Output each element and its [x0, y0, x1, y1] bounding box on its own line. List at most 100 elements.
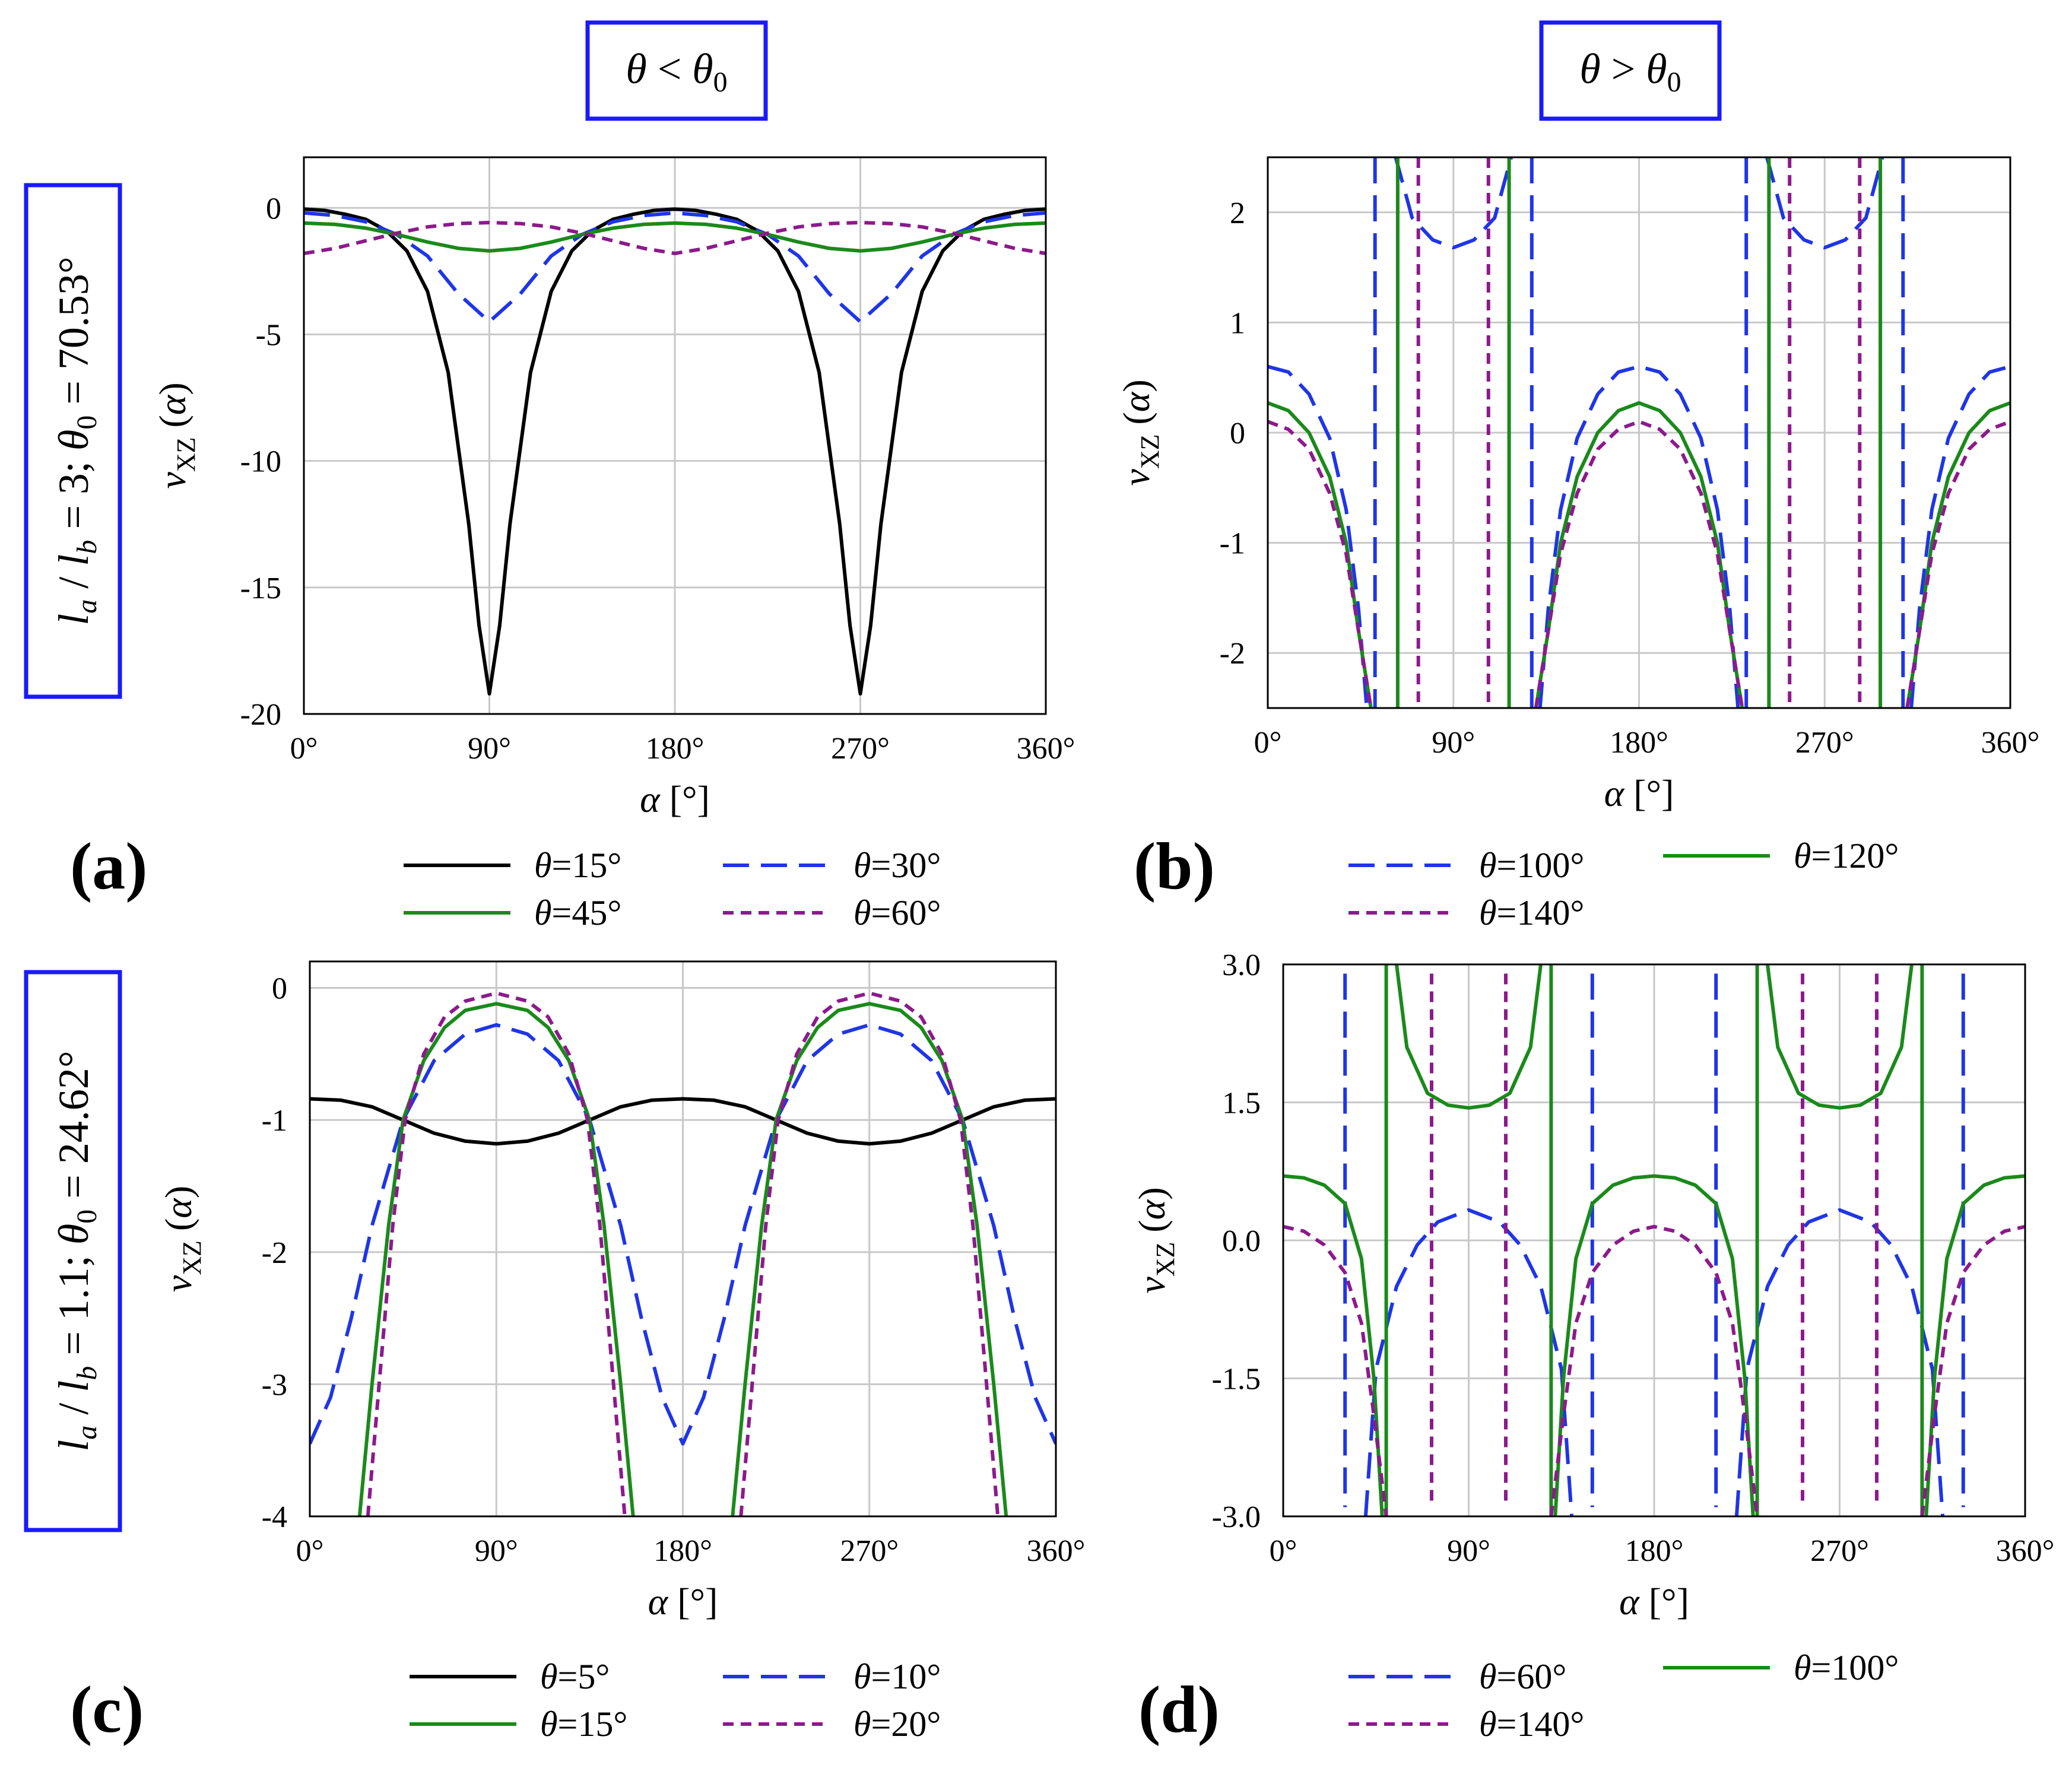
series-θ=100°-line-seg0 [1268, 364, 1369, 708]
series-θ=140°-line-seg6 [1920, 1224, 2025, 1516]
row-header-top-text: la / lb = 3; θ0 = 70.53° [50, 256, 103, 625]
series-group [310, 991, 1056, 1516]
y-tick-label: -15 [240, 572, 281, 605]
x-tick-label: 180° [1610, 726, 1668, 760]
series-θ=20°-line-seg0 [366, 991, 627, 1516]
x-tick-label: 360° [1027, 1534, 1086, 1568]
series-θ=140°-line-seg3 [1549, 1224, 1759, 1516]
panel-b: 0° 90° 180° 270° 360° 2 1 0 -1 -2 α [°] vXZ (α) [1115, 156, 2039, 814]
series-θ=100°-line-seg6 [1765, 157, 1884, 250]
legend-label: θ=20° [853, 1704, 941, 1744]
row-header-bottom-box [24, 970, 122, 1532]
series-θ=60°-line-seg4 [1734, 1208, 1945, 1516]
column-header-right-box [1539, 20, 1722, 121]
legend-c: θ=5° θ=10° θ=15° θ=20° [410, 1657, 941, 1744]
x-tick-label: 0° [296, 1534, 324, 1568]
panel-label-b: (b) [1134, 830, 1215, 903]
panel-label-a: (a) [70, 830, 148, 903]
legend-item-15deg: θ=15° [410, 1704, 627, 1744]
legend-item-30deg: θ=30° [723, 846, 941, 885]
panel-d: 0° 90° 180° 270° 360° 3.0 1.5 0.0 -1.5 -3.0 α [°] v… [1131, 948, 2054, 1623]
y-tick-label: -1 [262, 1104, 287, 1138]
legend-item-15deg: θ=15° [404, 846, 621, 885]
legend-label: θ=60° [1479, 1657, 1566, 1696]
legend-item-120deg: θ=120° [1663, 836, 1899, 875]
legend-label: θ=140° [1479, 1704, 1584, 1744]
series-θ=60°-line [304, 221, 1046, 255]
y-axis-label: vXZ (α) [1115, 379, 1164, 485]
series-θ=140°-line-seg0 [1283, 1224, 1388, 1516]
y-axis-label: vXZ (α) [1131, 1187, 1180, 1293]
series-group [1283, 964, 2025, 1516]
legend-item-5deg: θ=5° [410, 1657, 610, 1696]
legend-label: θ=140° [1479, 893, 1584, 932]
panel-c: 0° 90° 180° 270° 360° 0 -1 -2 -3 -4 α [°] vXZ (α) [157, 960, 1086, 1623]
x-tick-label: 270° [831, 732, 890, 766]
legend-b: θ=100° θ=120° θ=140° [1348, 836, 1899, 932]
series-group [1268, 157, 2010, 708]
legend-item-140deg: θ=140° [1348, 893, 1584, 932]
legend-label: θ=45° [534, 893, 621, 932]
series-θ=120°-line-seg6 [1905, 401, 2010, 708]
series-θ=15°-line-seg1 [731, 1002, 1008, 1516]
series-θ=15°-line [304, 207, 1046, 696]
legend-item-45deg: θ=45° [404, 893, 621, 932]
y-tick-label: 0 [1230, 417, 1245, 450]
legend-label: θ=100° [1794, 1648, 1899, 1687]
column-header-left-box [585, 20, 768, 121]
y-tick-label: 2 [1230, 196, 1245, 230]
series-θ=100°-line-seg2 [1395, 964, 1543, 1110]
x-tick-label: 90° [1447, 1534, 1490, 1568]
x-tick-label: 0° [1270, 1534, 1297, 1568]
series-group [304, 207, 1046, 696]
plot-frame [1282, 963, 2026, 1518]
column-header-left-text: θ < θ0 [626, 45, 727, 98]
x-tick-label: 180° [646, 732, 705, 766]
legend-label: θ=100° [1479, 846, 1584, 885]
legend-item-100deg: θ=100° [1348, 846, 1584, 885]
panel-label-d: (d) [1138, 1673, 1220, 1747]
y-tick-label: -3 [262, 1368, 287, 1402]
legend-item-60deg: θ=60° [1348, 1657, 1566, 1696]
y-tick-label: 1 [1230, 306, 1245, 340]
legend-item-100deg: θ=100° [1663, 1648, 1899, 1687]
column-header-left: θ < θ0 [585, 20, 768, 121]
x-tick-label: 360° [1996, 1534, 2055, 1568]
series-θ=30°-line [304, 211, 1046, 324]
y-tick-label: -2 [262, 1236, 287, 1270]
row-header-top-box [24, 183, 122, 699]
series-θ=100°-line-seg8 [1924, 1174, 2025, 1516]
x-tick-label: 0° [290, 732, 318, 766]
x-tick-label: 180° [1625, 1534, 1684, 1568]
x-axis-label: α [°] [1619, 1580, 1689, 1623]
legend-d: θ=60° θ=100° θ=140° [1348, 1648, 1899, 1744]
x-tick-label: 360° [1017, 732, 1075, 766]
y-tick-label: -5 [256, 318, 281, 352]
series-θ=5°-line [310, 1097, 1056, 1146]
y-tick-label: -3.0 [1212, 1500, 1261, 1534]
x-axis-label: α [°] [648, 1580, 718, 1623]
legend-label: θ=120° [1794, 836, 1899, 875]
x-axis-label: α [°] [640, 778, 710, 820]
series-θ=140°-line-seg0 [1268, 420, 1373, 708]
legend-label: θ=60° [853, 893, 941, 932]
legend-label: θ=30° [853, 846, 941, 885]
legend-label: θ=5° [540, 1657, 610, 1696]
legend-item-20deg: θ=20° [723, 1704, 941, 1744]
y-tick-label: 1.5 [1222, 1087, 1261, 1121]
y-tick-label: 0.0 [1222, 1224, 1261, 1258]
row-header-top: la / lb = 3; θ0 = 70.53° [24, 183, 122, 699]
x-tick-label: 270° [840, 1534, 899, 1568]
series-θ=100°-line-seg8 [1909, 364, 2010, 708]
plot-frame [303, 156, 1047, 715]
series-θ=120°-line-seg0 [1268, 401, 1373, 708]
y-tick-label: 0 [266, 192, 281, 226]
series-θ=100°-line-seg2 [1394, 157, 1513, 250]
x-tick-label: 270° [1795, 726, 1854, 760]
series-θ=100°-line-seg4 [1553, 1174, 1755, 1516]
series-θ=100°-line-seg0 [1283, 1174, 1384, 1516]
y-axis-label: vXZ (α) [157, 1186, 207, 1292]
y-tick-label: -4 [262, 1500, 287, 1534]
series-θ=20°-line-seg1 [739, 991, 1000, 1516]
